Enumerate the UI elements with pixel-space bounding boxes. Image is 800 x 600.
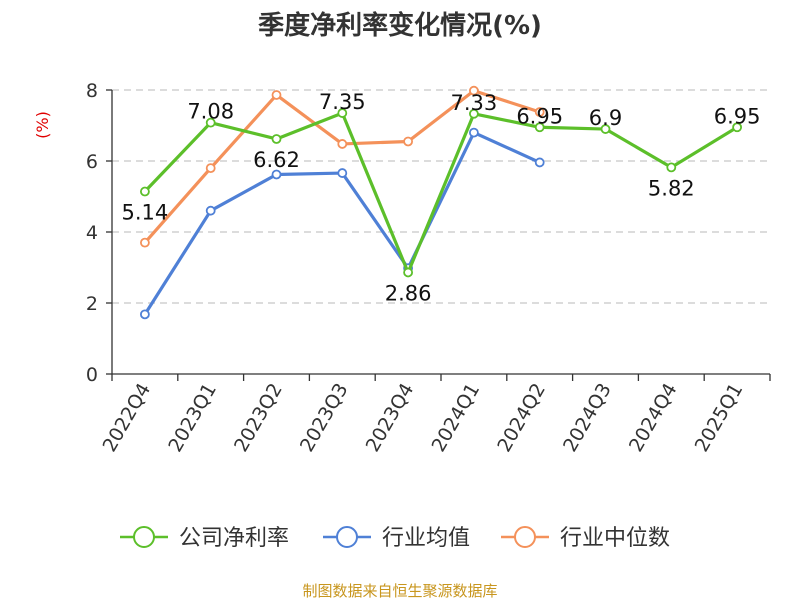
x-tick-label: 2024Q1 <box>427 380 484 456</box>
data-label: 2.86 <box>385 281 432 305</box>
x-tick-label: 2023Q4 <box>362 380 419 456</box>
legend-item[interactable]: 行业均值 <box>323 526 470 551</box>
data-point <box>271 169 282 180</box>
data-label: 5.82 <box>648 176 695 200</box>
series-line <box>143 131 541 316</box>
y-tick-label: 6 <box>86 151 98 173</box>
data-point <box>403 136 414 147</box>
data-point <box>732 122 742 133</box>
legend-item[interactable]: 公司净利率 <box>120 526 289 551</box>
x-tick-label: 2024Q3 <box>559 380 616 456</box>
legend: 公司净利率 行业均值 行业中位数 <box>120 526 670 551</box>
data-point <box>205 163 216 174</box>
series-line <box>143 111 738 275</box>
data-point <box>139 309 150 320</box>
y-axis-unit: (%) <box>33 111 52 139</box>
data-point <box>205 117 216 128</box>
data-point <box>271 134 282 144</box>
data-point <box>337 139 348 149</box>
data-point <box>403 267 414 278</box>
data-label: 7.08 <box>187 100 234 124</box>
legend-marker <box>514 526 536 548</box>
data-point <box>468 85 479 96</box>
grid-lines <box>112 89 770 304</box>
legend-marker <box>133 526 155 548</box>
x-tick-label: 2023Q2 <box>230 380 287 456</box>
data-labels: 5.14 7.08 6.62 7.35 2.86 7.33 6.95 6.9 5.82 6.95 <box>122 90 761 305</box>
y-tick-label: 4 <box>86 222 98 244</box>
data-point <box>468 108 479 119</box>
data-point <box>205 205 216 216</box>
data-label: 6.95 <box>516 104 563 128</box>
data-point <box>534 107 545 117</box>
x-tick-label: 2024Q2 <box>493 380 550 456</box>
legend-item[interactable]: 行业中位数 <box>501 526 670 551</box>
source-note: 制图数据来自恒生聚源数据库 <box>302 582 497 600</box>
y-tick-label: 2 <box>86 293 98 315</box>
data-label: 7.35 <box>319 90 366 114</box>
data-point <box>468 127 479 138</box>
data-point <box>271 90 282 100</box>
data-label: 5.14 <box>122 201 169 225</box>
data-point <box>534 122 545 133</box>
data-label: 6.9 <box>589 106 622 130</box>
series-lines <box>139 85 742 320</box>
data-point <box>139 237 150 248</box>
legend-label: 行业均值 <box>382 526 470 551</box>
data-label: 7.33 <box>451 91 498 115</box>
chart-title: 季度净利率变化情况(%) <box>258 10 542 41</box>
data-point <box>139 186 150 197</box>
y-tick-label: 0 <box>86 364 98 386</box>
x-tick-label: 2023Q3 <box>296 380 353 456</box>
y-tick-label: 8 <box>86 80 98 102</box>
x-tick-label: 2025Q1 <box>691 380 748 456</box>
legend-label: 公司净利率 <box>179 526 289 551</box>
data-label: 6.62 <box>253 148 300 172</box>
data-point <box>666 162 677 173</box>
legend-label: 行业中位数 <box>560 526 670 551</box>
x-tick-label: 2024Q4 <box>625 380 682 456</box>
data-label: 6.95 <box>714 104 761 128</box>
data-point <box>337 168 348 178</box>
data-point <box>337 108 348 118</box>
data-point <box>600 124 611 134</box>
x-tick-label: 2022Q4 <box>98 380 155 456</box>
legend-marker <box>336 526 358 548</box>
x-tick-label: 2023Q1 <box>164 380 221 456</box>
data-point <box>534 157 545 168</box>
